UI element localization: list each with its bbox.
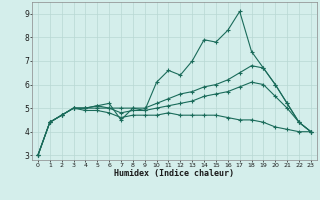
- X-axis label: Humidex (Indice chaleur): Humidex (Indice chaleur): [115, 169, 234, 178]
